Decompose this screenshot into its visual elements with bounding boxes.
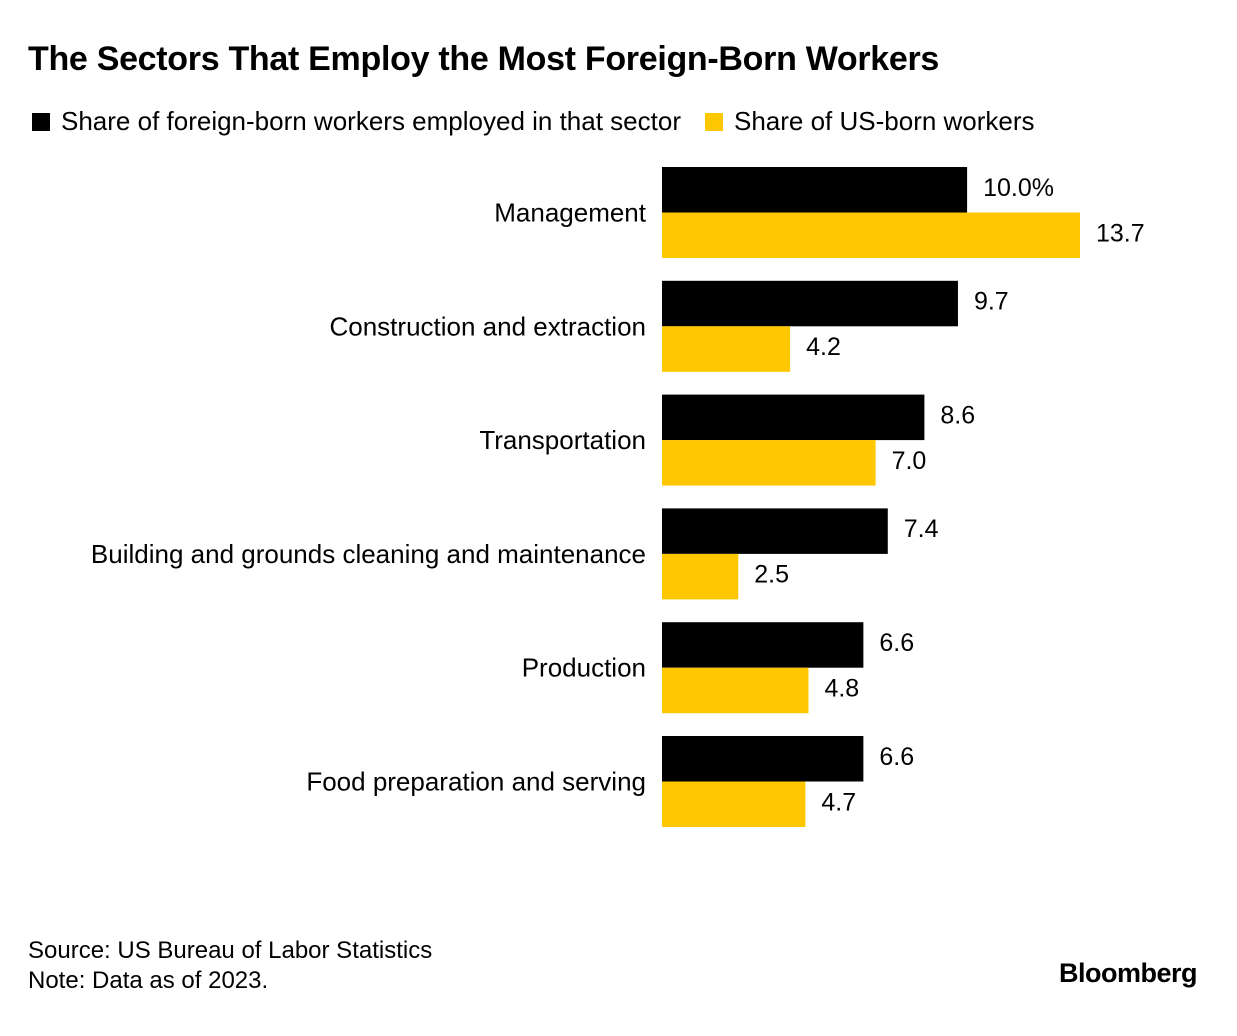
value-label-us-born-management: 13.7 xyxy=(1096,219,1145,247)
bar-us-born-management xyxy=(662,212,1080,258)
value-label-us-born-construction-and-extraction: 4.2 xyxy=(806,333,841,361)
category-label-construction-and-extraction: Construction and extraction xyxy=(329,311,646,341)
value-label-us-born-production: 4.8 xyxy=(824,674,859,702)
legend-swatch-foreign-born xyxy=(32,112,50,131)
bar-foreign-born-transportation xyxy=(662,394,925,441)
bar-us-born-food-preparation-and-serving xyxy=(662,781,806,827)
legend-swatch-us-born xyxy=(704,112,723,131)
value-label-foreign-born-building-and-grounds-cleaning-and-maintenance: 7.4 xyxy=(904,515,939,543)
value-label-foreign-born-construction-and-extraction: 9.7 xyxy=(974,288,1009,316)
bar-us-born-building-and-grounds-cleaning-and-maintenance xyxy=(662,553,739,600)
value-label-us-born-food-preparation-and-serving: 4.7 xyxy=(821,788,856,816)
bar-us-born-production xyxy=(662,667,809,714)
value-label-us-born-transportation: 7.0 xyxy=(892,447,927,475)
value-label-foreign-born-management: 10.0% xyxy=(983,174,1054,202)
bar-foreign-born-management xyxy=(662,167,968,213)
category-label-production: Production xyxy=(522,653,646,683)
value-label-foreign-born-production: 6.6 xyxy=(879,629,914,657)
chart-footer: Source: US Bureau of Labor Statistics No… xyxy=(28,936,432,996)
bar-foreign-born-food-preparation-and-serving xyxy=(662,736,864,782)
legend-item-foreign-born: Share of foreign-born workers employed i… xyxy=(32,106,681,137)
data-note: Note: Data as of 2023. xyxy=(28,967,269,994)
legend-label-us-born: Share of US-born workers xyxy=(733,106,1035,136)
value-label-us-born-building-and-grounds-cleaning-and-maintenance: 2.5 xyxy=(754,561,789,589)
category-label-management: Management xyxy=(494,198,647,228)
bar-us-born-construction-and-extraction xyxy=(662,326,791,372)
bar-us-born-transportation xyxy=(662,440,876,486)
source-note: Source: US Bureau of Labor Statistics xyxy=(28,937,433,964)
value-label-foreign-born-food-preparation-and-serving: 6.6 xyxy=(879,743,914,771)
bar-foreign-born-building-and-grounds-cleaning-and-maintenance xyxy=(662,508,888,554)
category-label-building-and-grounds-cleaning-and-maintenance: Building and grounds cleaning and mainte… xyxy=(91,539,646,569)
value-label-foreign-born-transportation: 8.6 xyxy=(940,401,975,429)
bar-foreign-born-construction-and-extraction xyxy=(662,280,958,327)
category-label-food-preparation-and-serving: Food preparation and serving xyxy=(306,767,646,797)
legend-label-foreign-born: Share of foreign-born workers employed i… xyxy=(61,106,681,136)
bloomberg-logo: Bloomberg xyxy=(1058,958,1198,988)
legend-item-us-born: Share of US-born workers xyxy=(704,106,1035,137)
category-label-transportation: Transportation xyxy=(479,425,646,455)
chart-legend: Share of foreign-born workers employed i… xyxy=(32,106,1059,137)
chart-title: The Sectors That Employ the Most Foreign… xyxy=(28,40,940,78)
bar-foreign-born-production xyxy=(662,622,864,668)
